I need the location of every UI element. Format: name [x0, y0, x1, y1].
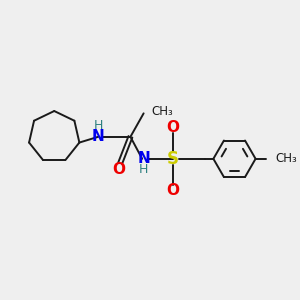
Text: H: H — [94, 119, 103, 132]
Text: CH₃: CH₃ — [152, 105, 174, 119]
Text: O: O — [167, 120, 179, 135]
Text: N: N — [137, 151, 150, 166]
Text: O: O — [167, 183, 179, 198]
Text: O: O — [112, 162, 125, 177]
Text: N: N — [92, 129, 105, 144]
Text: H: H — [139, 164, 148, 176]
Text: S: S — [167, 150, 179, 168]
Text: CH₃: CH₃ — [275, 152, 297, 165]
